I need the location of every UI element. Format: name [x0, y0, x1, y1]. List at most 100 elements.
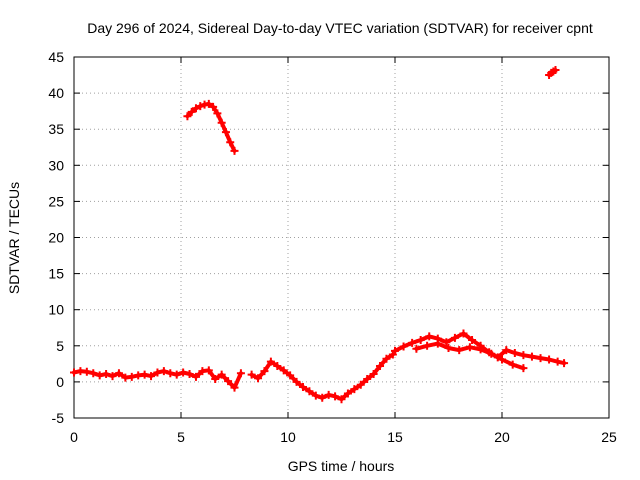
- data-point: [273, 362, 282, 371]
- y-tick-label: 5: [56, 338, 64, 354]
- data-point: [260, 367, 269, 376]
- data-point: [433, 339, 442, 348]
- data-point: [510, 349, 519, 358]
- data-point: [382, 354, 391, 363]
- data-point: [266, 357, 275, 366]
- data-point: [508, 360, 517, 369]
- y-tick-label: -5: [52, 410, 65, 426]
- data-point: [455, 346, 464, 355]
- data-point: [476, 345, 485, 354]
- data-point: [450, 333, 459, 342]
- data-point: [324, 390, 333, 399]
- data-point: [498, 355, 506, 364]
- data-point: [89, 369, 98, 378]
- y-tick-label: 10: [48, 302, 64, 318]
- x-tick-label: 25: [601, 429, 617, 445]
- chart-title: Day 296 of 2024, Sidereal Day-to-day VTE…: [87, 20, 593, 36]
- data-point: [560, 359, 569, 368]
- data-point: [391, 346, 399, 355]
- y-tick-label: 30: [48, 157, 64, 173]
- data-point: [166, 369, 175, 378]
- data-point: [527, 352, 536, 361]
- data-point: [209, 102, 218, 111]
- data-point: [551, 65, 560, 74]
- data-point: [468, 336, 477, 345]
- data-point: [226, 138, 235, 147]
- data-point: [213, 109, 222, 118]
- data-point: [221, 128, 230, 137]
- data-point: [465, 343, 474, 352]
- grid: [74, 57, 609, 418]
- x-tick-label: 5: [177, 429, 185, 445]
- y-tick-label: 40: [48, 85, 64, 101]
- data-point: [153, 368, 162, 377]
- data-point: [519, 351, 528, 360]
- data-point: [376, 362, 385, 371]
- data-point: [230, 383, 239, 392]
- data-point: [519, 364, 528, 373]
- y-tick-label: 45: [48, 49, 64, 65]
- data-point: [140, 370, 149, 379]
- data-point: [350, 385, 359, 394]
- y-tick-label: 20: [48, 230, 64, 246]
- data-point: [247, 370, 256, 379]
- data-point: [82, 367, 91, 376]
- data-point: [444, 343, 453, 352]
- y-tick-label: 0: [56, 374, 64, 390]
- data-point: [292, 377, 301, 386]
- data-point: [502, 346, 511, 355]
- data-point: [553, 357, 562, 366]
- data-point: [536, 354, 545, 363]
- data-point: [318, 393, 327, 402]
- data-point: [442, 338, 451, 347]
- data-point: [230, 146, 239, 155]
- data-point: [70, 368, 78, 377]
- axis-ticks: 0 5 10 15 20 25 -5 0 5 10 15 20 25 30 35 40 45: [48, 49, 617, 445]
- data-point: [408, 338, 417, 347]
- data-point: [416, 336, 425, 345]
- data-point: [211, 375, 220, 384]
- data-point: [425, 332, 434, 341]
- data-point: [172, 370, 181, 379]
- x-tick-label: 20: [494, 429, 510, 445]
- data-point: [311, 391, 320, 400]
- data-point: [185, 369, 194, 378]
- data-point: [298, 382, 307, 391]
- data-points: [70, 65, 569, 404]
- data-point: [217, 118, 226, 127]
- data-point: [183, 112, 192, 121]
- data-point: [224, 377, 233, 386]
- data-point: [369, 369, 378, 378]
- data-point: [331, 392, 340, 401]
- data-point: [95, 371, 104, 380]
- data-point: [187, 107, 196, 116]
- data-point: [102, 369, 111, 378]
- data-point: [236, 369, 245, 378]
- data-point: [191, 372, 200, 381]
- x-tick-label: 10: [280, 429, 296, 445]
- y-axis-label: SDTVAR / TECUs: [6, 182, 22, 294]
- data-point: [108, 372, 117, 381]
- data-point: [423, 341, 432, 350]
- x-axis-label: GPS time / hours: [288, 458, 395, 474]
- y-tick-label: 25: [48, 193, 64, 209]
- data-point: [279, 366, 288, 375]
- data-point: [545, 355, 554, 364]
- data-point: [337, 395, 346, 404]
- x-tick-label: 15: [387, 429, 403, 445]
- data-point: [196, 102, 205, 111]
- data-point: [412, 344, 421, 353]
- data-point: [363, 375, 372, 384]
- data-point: [179, 368, 188, 377]
- data-point: [191, 104, 200, 113]
- y-tick-label: 35: [48, 121, 64, 137]
- data-point: [127, 372, 136, 381]
- data-point: [305, 387, 314, 396]
- data-point: [356, 380, 365, 389]
- data-point: [487, 349, 496, 358]
- data-point: [399, 342, 408, 351]
- data-point: [159, 367, 168, 376]
- x-tick-label: 0: [70, 429, 78, 445]
- data-point: [114, 369, 123, 378]
